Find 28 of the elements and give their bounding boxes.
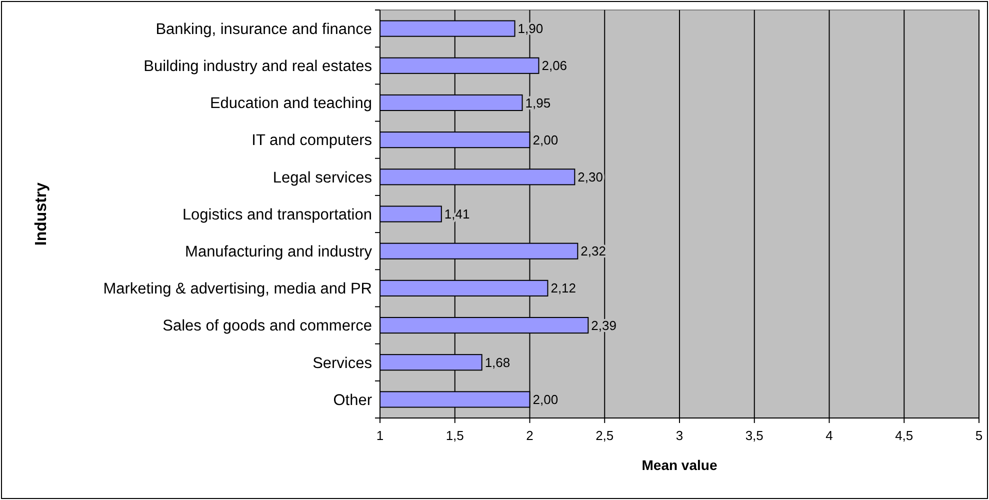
y-tick-label: Other	[333, 392, 372, 409]
x-tick-label: 2,5	[596, 428, 614, 443]
y-tick-label: Education and teaching	[210, 95, 372, 112]
x-tick-label: 4,5	[895, 428, 914, 443]
data-label: 2,06	[542, 58, 568, 74]
y-tick-label: Legal services	[272, 169, 372, 186]
y-axis-title: Industry	[33, 182, 50, 246]
data-label: 2,12	[550, 280, 576, 296]
y-tick-label: Sales of goods and commerce	[162, 318, 372, 335]
x-tick-label: 2	[526, 428, 534, 443]
data-label: 2,30	[578, 169, 603, 184]
data-label: 1,68	[484, 354, 510, 370]
y-tick-label: Building industry and real estates	[144, 58, 372, 76]
x-tick-label: 1,5	[446, 428, 464, 443]
y-tick-label: Logistics and transportation	[182, 206, 372, 224]
y-tick-label: Manufacturing and industry	[185, 244, 372, 261]
y-tick-label: Services	[312, 354, 372, 372]
x-axis-title: Mean value	[642, 457, 718, 473]
x-tick-label: 5	[975, 428, 983, 443]
y-tick-label: IT and computers	[252, 132, 372, 150]
x-tick-label: 1	[376, 428, 384, 443]
x-tick-label: 4	[826, 428, 833, 443]
data-label: 2,00	[532, 132, 558, 148]
y-tick-label: Banking, insurance and finance	[156, 20, 372, 38]
x-tick-label: 3	[676, 428, 684, 443]
y-tick-label: Marketing & advertising, media and PR	[103, 280, 372, 298]
x-tick-label: 3,5	[745, 428, 764, 443]
data-label: 2,00	[532, 392, 558, 408]
